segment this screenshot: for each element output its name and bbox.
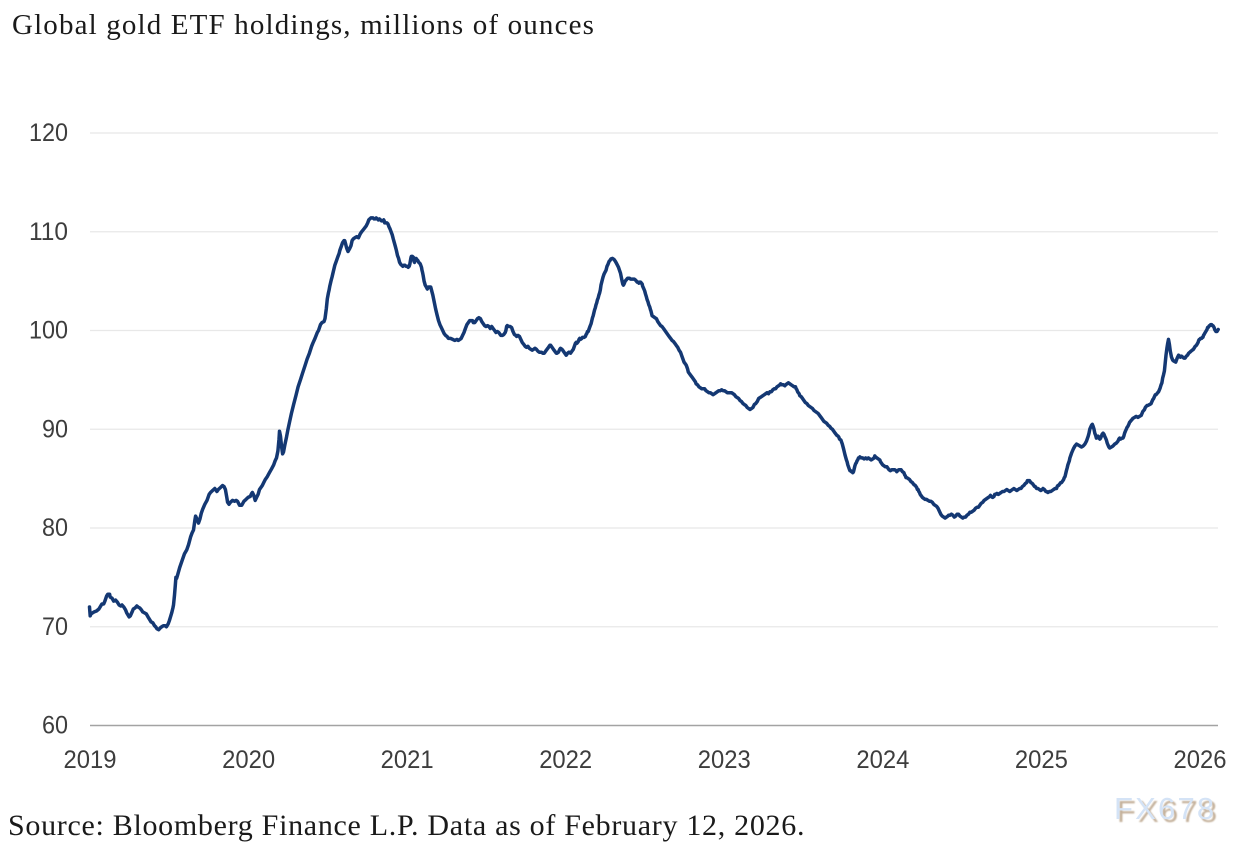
svg-text:60: 60 — [42, 712, 68, 740]
svg-text:2023: 2023 — [698, 746, 751, 774]
svg-text:2025: 2025 — [1015, 746, 1068, 774]
svg-text:2019: 2019 — [64, 746, 117, 774]
svg-text:2021: 2021 — [381, 746, 434, 774]
svg-text:2022: 2022 — [539, 746, 592, 774]
svg-text:2024: 2024 — [856, 746, 909, 774]
svg-text:120: 120 — [29, 119, 68, 147]
svg-text:100: 100 — [29, 317, 68, 345]
svg-text:90: 90 — [42, 415, 68, 443]
svg-text:80: 80 — [42, 514, 68, 542]
svg-text:110: 110 — [29, 218, 68, 246]
svg-text:70: 70 — [42, 613, 68, 641]
svg-text:2026: 2026 — [1174, 746, 1227, 774]
svg-text:2020: 2020 — [222, 746, 275, 774]
